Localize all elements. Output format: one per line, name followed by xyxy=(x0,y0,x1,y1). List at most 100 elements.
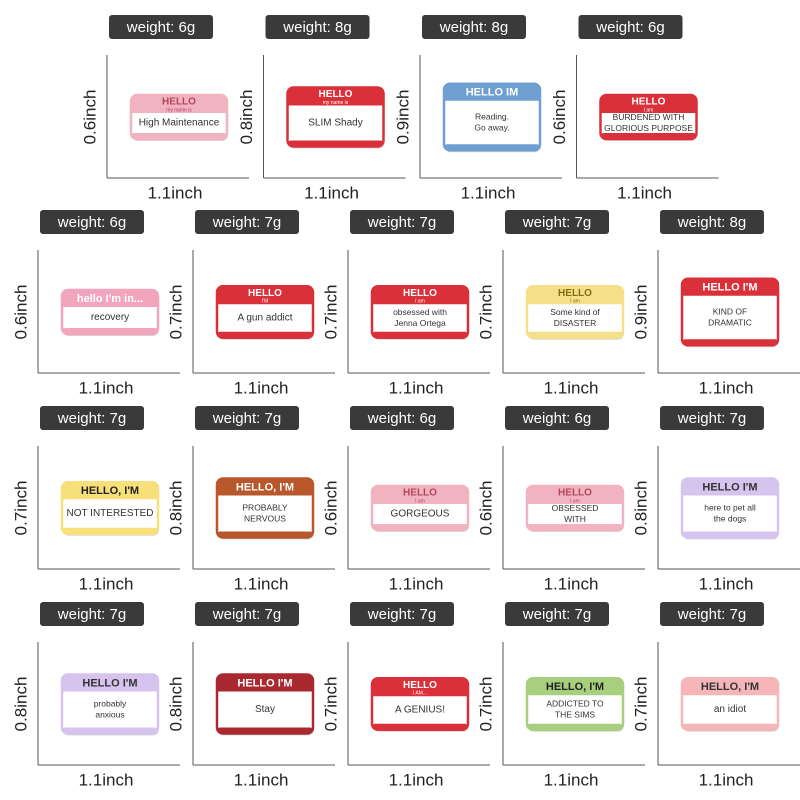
pin-header-text: HELLO xyxy=(558,488,592,499)
pin-body-text: High Maintenance xyxy=(139,118,220,129)
pin-header xyxy=(372,678,468,697)
product-cell: weight: 7g 0.8inch 1.1inch HELLO I'M probabl… xyxy=(11,602,180,789)
width-label: 1.1inch xyxy=(389,770,444,789)
width-label: 1.1inch xyxy=(79,378,134,397)
weight-badge xyxy=(350,210,454,234)
weight-badge xyxy=(195,406,299,430)
pin-header-text: HELLO I'M xyxy=(702,481,757,493)
height-label: 0.8inch xyxy=(237,90,256,145)
pin-header-text: HELLO, I'M xyxy=(81,485,139,497)
pin-body-text: KIND OF xyxy=(713,306,747,316)
pin-header-text: HELLO xyxy=(632,97,666,108)
width-label: 1.1inch xyxy=(544,574,599,593)
pin-body-text: Reading. xyxy=(475,111,509,121)
product-cell: weight: 7g 0.8inch 1.1inch HELLO, I'M PROBAB… xyxy=(166,406,335,593)
pin-sub-text: I AM... xyxy=(413,691,427,697)
height-label: 0.6inch xyxy=(11,285,30,340)
pin-header xyxy=(527,678,623,696)
width-label: 1.1inch xyxy=(389,574,444,593)
width-label: 1.1inch xyxy=(461,183,516,202)
pin-sub-text: I am xyxy=(415,498,425,504)
pin-header xyxy=(682,478,778,496)
pin-header xyxy=(62,674,158,692)
weight-badge xyxy=(578,15,683,39)
pin-body-text: PROBABLY xyxy=(242,502,288,512)
pin-header xyxy=(682,278,778,296)
weight-label: weight: 6g xyxy=(595,19,664,36)
pin-header xyxy=(217,674,313,692)
pin-header xyxy=(217,478,313,496)
pin-footer xyxy=(131,133,227,139)
pin-footer xyxy=(287,140,384,147)
weight-badge xyxy=(660,602,764,626)
weight-label: weight: 7g xyxy=(522,606,591,623)
pin-header-text: HELLO xyxy=(319,89,353,100)
weight-label: weight: 6g xyxy=(57,214,126,231)
pin-footer xyxy=(527,723,623,730)
width-label: 1.1inch xyxy=(148,183,203,202)
pin-body-text: Jenna Ortega xyxy=(394,318,446,328)
pin-body-text: NERVOUS xyxy=(244,513,286,523)
pin-body-text: WITH xyxy=(564,514,586,524)
pin-header xyxy=(527,286,623,305)
pin-header xyxy=(217,286,313,305)
weight-badge xyxy=(505,210,609,234)
weight-label: weight: 6g xyxy=(522,410,591,427)
pin-header xyxy=(372,486,468,504)
pin-header-text: hello I'm in... xyxy=(77,293,143,305)
pin-body-text: recovery xyxy=(91,312,129,323)
height-label: 0.7inch xyxy=(321,677,340,732)
pin-footer xyxy=(444,144,540,151)
height-label: 0.7inch xyxy=(166,285,185,340)
width-label: 1.1inch xyxy=(389,378,444,397)
width-label: 1.1inch xyxy=(234,574,289,593)
width-label: 1.1inch xyxy=(79,574,134,593)
weight-label: weight: 7g xyxy=(677,606,746,623)
pin-body-text: Go away. xyxy=(474,122,509,132)
pin-header-text: HELLO xyxy=(403,288,437,299)
pin-footer xyxy=(600,133,697,139)
weight-label: weight: 7g xyxy=(212,410,281,427)
pin-sub-text: I'M xyxy=(262,299,269,305)
pin-header xyxy=(62,290,158,307)
weight-label: weight: 7g xyxy=(57,410,126,427)
height-label: 0.7inch xyxy=(11,481,30,536)
weight-label: weight: 8g xyxy=(282,19,351,36)
height-label: 0.8inch xyxy=(166,481,185,536)
weight-label: weight: 7g xyxy=(367,606,436,623)
pin-body-text: probably xyxy=(94,698,127,708)
pin-footer xyxy=(62,527,158,534)
height-label: 0.8inch xyxy=(166,677,185,732)
pin-header-text: HELLO, I'M xyxy=(701,681,759,693)
weight-badge xyxy=(195,210,299,234)
pin-body-text: here to pet all xyxy=(704,502,756,512)
weight-badge xyxy=(660,406,764,430)
pin-header-text: HELLO xyxy=(403,680,437,691)
height-label: 0.6inch xyxy=(550,90,569,145)
pin-footer xyxy=(682,531,778,538)
pin-footer xyxy=(527,331,623,338)
width-label: 1.1inch xyxy=(234,770,289,789)
pin-sub-text: I am xyxy=(644,107,654,113)
product-cell: weight: 7g 0.7inch 1.1inch HELLO, I'M an idi… xyxy=(631,602,800,789)
height-label: 0.9inch xyxy=(393,90,412,145)
weight-label: weight: 6g xyxy=(126,19,195,36)
weight-badge xyxy=(505,406,609,430)
weight-label: weight: 7g xyxy=(522,214,591,231)
pin-header-text: HELLO, I'M xyxy=(236,481,294,493)
weight-badge xyxy=(422,15,526,39)
weight-label: weight: 7g xyxy=(57,606,126,623)
weight-label: weight: 8g xyxy=(677,214,746,231)
pin-footer xyxy=(372,524,468,530)
pin-body-text: obsessed with xyxy=(393,307,447,317)
pin-footer xyxy=(372,723,468,730)
pin-body-text: ADDICTED TO xyxy=(546,698,604,708)
pin-body-text: Some kind of xyxy=(550,307,600,317)
pin-header-text: HELLO, I'M xyxy=(546,681,604,693)
pin-body-text: SLIM Shady xyxy=(308,118,362,129)
pin-footer xyxy=(217,727,313,734)
pin-body-text: an idiot xyxy=(714,704,746,715)
